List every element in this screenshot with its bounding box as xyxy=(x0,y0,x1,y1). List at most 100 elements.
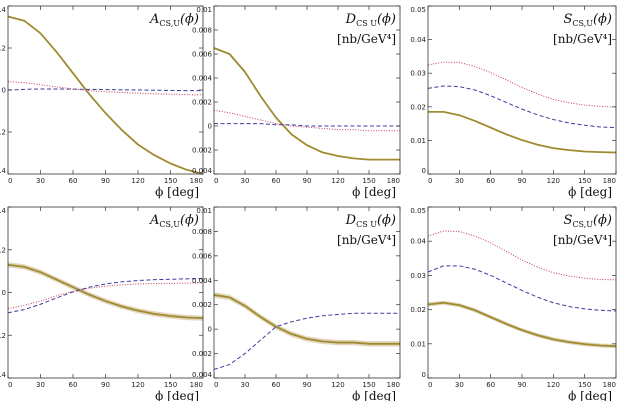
x-tick-label: 60 xyxy=(486,177,495,185)
panel-top-middle: 0 30 60 90 120 150 180 0.004 0.002 0 0.002 0.004 0.0… xyxy=(192,5,401,199)
x-tick-label: 150 xyxy=(578,381,591,389)
y-tick-label: 0.03 xyxy=(410,70,426,78)
y-tick-label: 0.02 xyxy=(410,103,426,111)
series-line-dotted xyxy=(7,81,204,96)
panel-bottom-middle: 0 30 60 90 120 150 180 0.004 0.002 0 0.002 0.004 0.0… xyxy=(192,206,401,401)
title-subscript: CS U xyxy=(356,220,377,229)
x-tick-label: 60 xyxy=(69,381,78,389)
x-tick-label: 30 xyxy=(36,177,45,185)
title-argument: (ϕ) xyxy=(377,12,396,27)
title-argument: (ϕ) xyxy=(180,12,199,27)
panel-top-right: 0 30 60 90 120 150 180 0 0.01 0.02 0.03 0.04 0.05 SCS… xyxy=(410,5,617,199)
title-subscript: CS,U xyxy=(159,220,180,229)
y-tick-label: 0.006 xyxy=(192,51,213,59)
series-line-solid xyxy=(213,294,400,345)
x-tick-label: 150 xyxy=(164,177,177,185)
x-tick-label: 30 xyxy=(241,381,250,389)
panel-units: [nb/GeV⁴] xyxy=(553,32,612,46)
panel-top-left: 0 30 60 90 120 150 180 -0.4 -0.2 0 0.2 0.4 ACS,U(ϕ) ϕ… xyxy=(0,5,204,199)
series-line-dashed xyxy=(213,312,400,370)
series-line-dotted xyxy=(213,109,400,132)
title-symbol: D xyxy=(345,12,357,27)
x-tick-label: 180 xyxy=(387,381,400,389)
x-tick-label: 30 xyxy=(36,381,45,389)
x-tick-label: 90 xyxy=(101,381,110,389)
y-tick-label: 0 xyxy=(422,371,426,379)
title-argument: (ϕ) xyxy=(593,12,612,27)
x-tick-label: 150 xyxy=(362,177,375,185)
x-tick-label: 0 xyxy=(8,177,12,185)
x-tick-label: 60 xyxy=(69,177,78,185)
y-tick-label: 0.04 xyxy=(410,36,426,44)
series-line-dotted xyxy=(427,230,617,281)
y-tick-label: 0.02 xyxy=(410,306,426,314)
panel-title: DCS U(ϕ) xyxy=(345,213,396,229)
x-tick-label: 180 xyxy=(190,177,203,185)
y-tick-label: -0.4 xyxy=(0,371,7,379)
series-line-dashed xyxy=(427,85,617,129)
y-tick-label: 0.004 xyxy=(192,167,213,175)
x-tick-label: 30 xyxy=(455,177,464,185)
y-tick-label: 0.01 xyxy=(196,207,212,215)
x-tick-label: 120 xyxy=(331,381,344,389)
x-tick-label: 180 xyxy=(603,177,616,185)
x-tick-label: 180 xyxy=(190,381,203,389)
x-tick-label: 90 xyxy=(101,177,110,185)
title-subscript: CS,U xyxy=(572,19,593,28)
x-axis-label: ϕ [deg] xyxy=(155,389,199,401)
title-subscript: CS,U xyxy=(572,220,593,229)
series-line-solid xyxy=(428,110,617,154)
series-line-dashed xyxy=(214,123,400,127)
uncertainty-band-solid xyxy=(428,300,616,349)
x-tick-label: 30 xyxy=(455,381,464,389)
x-tick-label: 90 xyxy=(303,177,312,185)
title-argument: (ϕ) xyxy=(377,213,396,228)
series-line-solid xyxy=(427,301,617,348)
y-tick-label: 0.01 xyxy=(410,137,426,145)
series-line-dashed xyxy=(7,278,204,314)
x-tick-label: 120 xyxy=(331,177,344,185)
y-tick-label: 0 xyxy=(2,289,6,297)
x-tick-label: 120 xyxy=(547,381,560,389)
y-tick-label: 0.2 xyxy=(0,45,6,53)
title-symbol: S xyxy=(563,12,572,27)
x-tick-label: 30 xyxy=(241,177,250,185)
x-tick-label: 60 xyxy=(272,177,281,185)
panel-title: DCS U(ϕ) xyxy=(345,12,396,28)
x-tick-label: 90 xyxy=(303,381,312,389)
panel-title: SCS,U(ϕ) xyxy=(563,12,612,28)
x-tick-label: 90 xyxy=(518,177,527,185)
series-line-dashed xyxy=(427,265,617,312)
y-tick-label: 0.002 xyxy=(192,301,212,309)
x-tick-label: 120 xyxy=(547,177,560,185)
x-tick-label: 150 xyxy=(362,381,375,389)
x-axis-label: ϕ [deg] xyxy=(155,185,199,199)
y-tick-label: 0.03 xyxy=(410,272,426,280)
y-tick-label: -0.4 xyxy=(0,167,7,175)
y-tick-label: 0.2 xyxy=(0,246,6,254)
x-tick-label: 0 xyxy=(428,381,432,389)
series-line-solid xyxy=(7,263,204,320)
x-tick-label: 60 xyxy=(272,381,281,389)
x-tick-label: 0 xyxy=(8,381,12,389)
panel-title: SCS,U(ϕ) xyxy=(563,213,612,229)
y-tick-label: 0.01 xyxy=(196,6,212,14)
panel-title: ACS,U(ϕ) xyxy=(149,12,199,28)
y-tick-label: -0.2 xyxy=(0,129,6,137)
x-tick-label: 150 xyxy=(164,381,177,389)
title-argument: (ϕ) xyxy=(180,213,199,228)
y-tick-label: 0.008 xyxy=(192,228,212,236)
y-tick-label: 0 xyxy=(422,167,426,175)
x-axis-label: ϕ [deg] xyxy=(352,185,396,199)
panel-units: [nb/GeV⁴] xyxy=(337,233,396,247)
x-tick-label: 90 xyxy=(518,381,527,389)
title-argument: (ϕ) xyxy=(593,213,612,228)
y-tick-label: 0.4 xyxy=(0,6,7,14)
panel-bottom-left: 0 30 60 90 120 150 180 -0.4 -0.2 0 0.2 0.4 ACS,U(ϕ) ϕ… xyxy=(0,206,204,401)
panel-units: [nb/GeV⁴] xyxy=(337,32,396,46)
x-tick-label: 120 xyxy=(131,177,144,185)
panel-bottom-right: 0 30 60 90 120 150 180 0 0.01 0.02 0.03 0.04 0.05 SCS… xyxy=(410,206,617,401)
title-subscript: CS U xyxy=(356,19,377,28)
series-line-dotted xyxy=(7,282,204,310)
